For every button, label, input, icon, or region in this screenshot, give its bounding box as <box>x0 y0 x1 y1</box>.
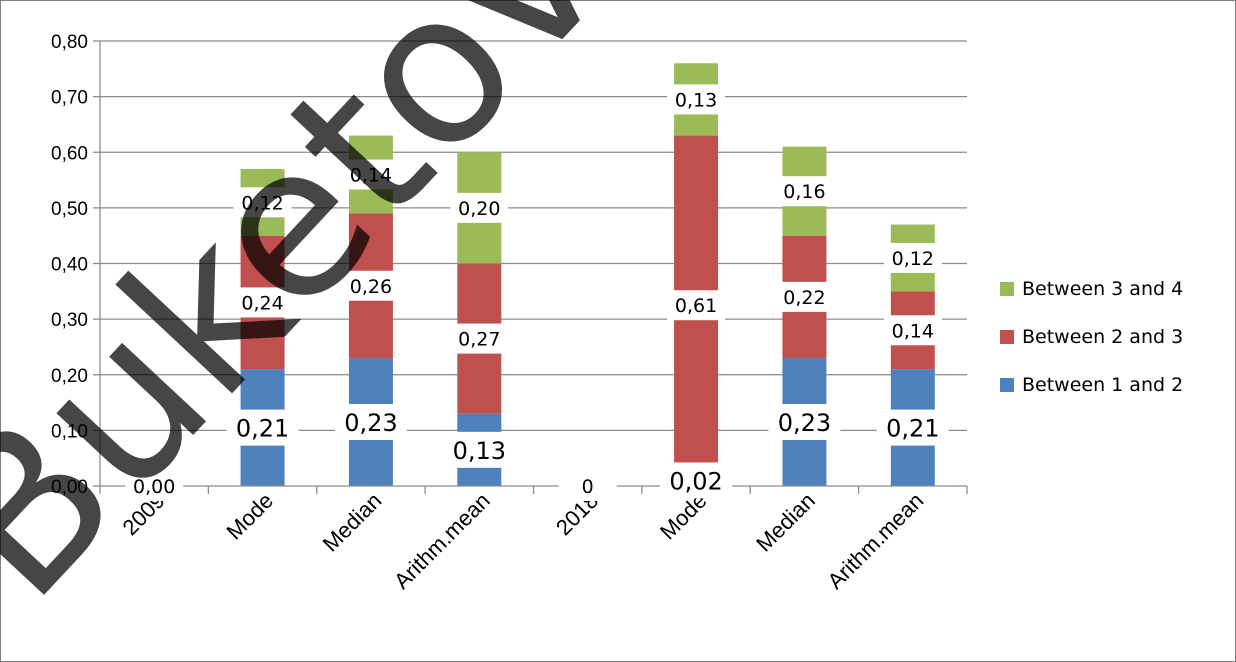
data-label: 0,24 <box>241 292 283 314</box>
legend-swatch <box>1000 330 1014 344</box>
x-category-label: Median <box>751 488 820 557</box>
y-tick-label: 0,30 <box>51 310 88 331</box>
legend-label: Between 1 and 2 <box>1022 374 1183 396</box>
data-label-box <box>233 187 292 218</box>
data-label: 0,21 <box>236 415 289 443</box>
data-label: 0,12 <box>241 192 283 214</box>
data-label-box <box>334 404 407 441</box>
data-label-box <box>450 192 509 223</box>
x-category-label: Mode <box>221 488 278 545</box>
data-label-box <box>775 176 834 207</box>
data-label: 0,13 <box>675 89 717 111</box>
data-label-box <box>125 471 184 501</box>
data-label: 0,27 <box>458 329 500 351</box>
data-label-box <box>883 242 942 273</box>
data-label-box <box>660 462 733 499</box>
data-label: 0,21 <box>886 415 939 443</box>
data-labels-layer: 0,00 0,21 0,23 0,13 0 0,02 0,23 0,21 0,24 0,26 0,2… <box>125 84 949 501</box>
data-label-box <box>341 270 400 301</box>
y-tick-label: 0,00 <box>51 477 88 498</box>
data-label: 0,14 <box>892 320 934 342</box>
y-tick-label: 0,80 <box>51 32 88 53</box>
data-label: 0,23 <box>344 409 397 437</box>
data-label-box <box>341 159 400 190</box>
data-label-box <box>667 84 726 115</box>
data-label: 0,61 <box>675 295 717 317</box>
data-label: 0,20 <box>458 198 500 220</box>
data-label-box <box>768 404 841 441</box>
y-tick-label: 0,20 <box>51 366 88 387</box>
data-label-box <box>775 281 834 312</box>
data-label: 0,13 <box>453 437 506 465</box>
y-tick-label: 0,40 <box>51 255 88 276</box>
data-label: 0,23 <box>778 409 831 437</box>
data-label: 0,12 <box>892 248 934 270</box>
y-tick-label: 0,70 <box>51 88 88 109</box>
data-label-box <box>443 431 516 468</box>
data-label: 0,14 <box>350 165 392 187</box>
legend-label: Between 3 and 4 <box>1022 278 1183 300</box>
data-label-box <box>233 287 292 318</box>
legend-swatch <box>1000 282 1014 296</box>
data-label: 0,22 <box>783 287 825 309</box>
data-label: 0,16 <box>783 181 825 203</box>
legend-swatch <box>1000 378 1014 392</box>
x-category-label: Median <box>318 488 387 557</box>
data-label: 0 <box>582 476 594 498</box>
data-label-box <box>226 409 299 446</box>
legend-label: Between 2 and 3 <box>1022 326 1183 348</box>
x-category-label: Arithm.mean <box>822 488 928 594</box>
y-tick-label: 0,60 <box>51 143 88 164</box>
y-tick-label: 0,50 <box>51 199 88 220</box>
data-label: 0,02 <box>669 467 722 495</box>
data-label-box <box>558 471 617 501</box>
data-label-box <box>667 290 726 321</box>
data-label-box <box>450 323 509 354</box>
data-label-box <box>876 409 949 446</box>
legend: Between 3 and 4 Between 2 and 3 Between 1 … <box>1000 278 1183 396</box>
data-label: 0,26 <box>350 276 392 298</box>
y-tick-label: 0,10 <box>51 421 88 442</box>
x-category-label: Arithm.mean <box>389 488 495 594</box>
data-label-box <box>883 315 942 346</box>
data-label: 0,00 <box>133 476 175 498</box>
